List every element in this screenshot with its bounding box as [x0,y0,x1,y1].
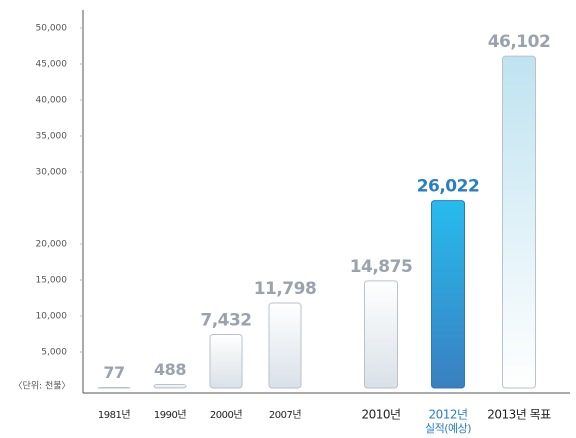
bar [209,333,243,389]
value-label: 46,102 [488,32,551,52]
y-tick-label: 40,000 [36,96,68,106]
y-tick-label: 5,000 [41,348,67,358]
x-tick-label: 2012년 [428,408,467,422]
x-tick-label: 1990년 [154,409,186,421]
y-tick-label: 35,000 [36,132,68,142]
bar [97,386,131,389]
y-tick-label: 50,000 [36,24,68,34]
x-tick-label: 1981년 [98,409,130,421]
unit-label: 〈단위: 천불〉 [13,381,70,392]
highlight-note: 실적(예상) [425,422,471,435]
x-tick-label: 2000년 [210,409,242,421]
bar [268,302,302,389]
y-tick-label: 10,000 [36,312,68,322]
x-tick-label: 2010년 [361,408,400,422]
y-tick-label: 30,000 [36,168,68,178]
x-tick-label: 2007년 [269,409,301,421]
bar [431,200,465,389]
value-label: 26,022 [417,177,480,197]
value-label: 77 [103,363,124,382]
value-label: 14,875 [350,257,413,277]
bar [502,55,536,389]
x-tick-label: 2013년 목표 [487,408,551,422]
value-label: 488 [154,360,186,379]
y-tick-label: 15,000 [36,276,68,286]
y-tick-label: 20,000 [36,240,68,250]
bar [364,280,398,389]
value-label: 7,432 [200,310,251,330]
y-tick-label: 45,000 [36,60,68,70]
value-label: 11,798 [254,279,317,299]
bar [153,383,187,389]
